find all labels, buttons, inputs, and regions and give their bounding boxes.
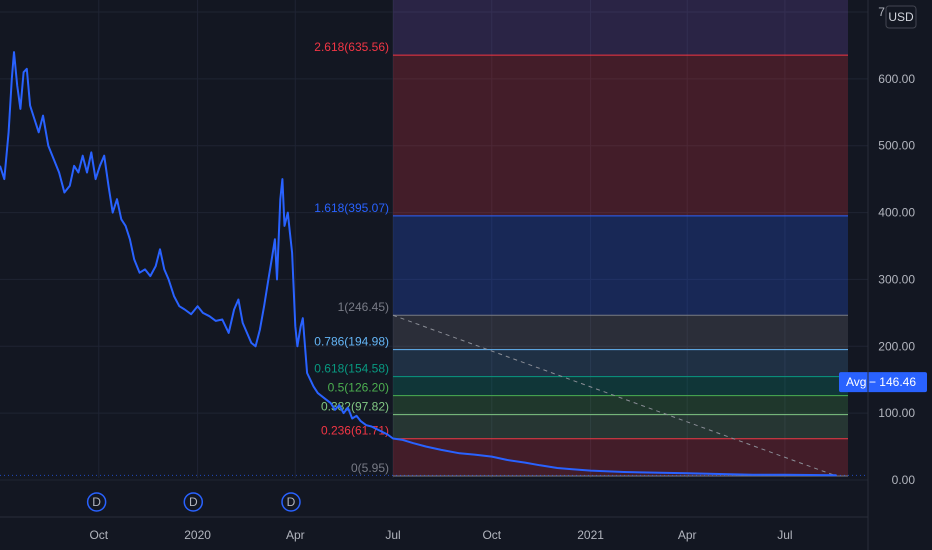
x-tick-label: Jul xyxy=(385,528,400,542)
fib-zone-1 xyxy=(393,315,848,350)
y-tick-label: 100.00 xyxy=(878,406,915,420)
y-tick-label: 600.00 xyxy=(878,72,915,86)
fib-label-0.786: 0.786(194.98) xyxy=(314,335,389,349)
fib-zone-0.618 xyxy=(393,376,848,396)
dividend-marker-label: D xyxy=(287,495,296,509)
grid xyxy=(0,0,868,481)
dividend-marker[interactable] xyxy=(86,492,107,512)
fib-label-2.618: 2.618(635.56) xyxy=(314,40,389,54)
fib-zone-2.618 xyxy=(393,55,848,216)
fib-trend-line xyxy=(392,314,837,477)
x-tick-label: Oct xyxy=(482,528,501,542)
fib-label-1.618: 1.618(395.07) xyxy=(314,201,389,215)
fib-fills xyxy=(393,0,848,477)
dividend-marker-label: D xyxy=(92,495,101,509)
fib-lines xyxy=(393,54,848,477)
fib-zone-0.5 xyxy=(393,395,848,415)
x-tick-label: Apr xyxy=(286,528,305,542)
x-tick-label: 2021 xyxy=(577,528,604,542)
y-tick-label: 500.00 xyxy=(878,139,915,153)
avg-label: Avg xyxy=(846,375,866,389)
fib-label-0.382: 0.382(97.82) xyxy=(321,400,389,414)
fib-labels: 2.618(635.56) 1.618(395.07) 1(246.45) 0.786… xyxy=(314,40,389,475)
dividend-marker-label: D xyxy=(189,495,198,509)
fib-zone-0.382 xyxy=(393,414,848,439)
y-tick-label: 0.00 xyxy=(892,473,916,487)
dividend-marker[interactable] xyxy=(183,492,204,512)
fib-label-0.618: 0.618(154.58) xyxy=(314,362,389,376)
avg-value: − 146.46 xyxy=(869,375,916,389)
y-tick-label: 400.00 xyxy=(878,206,915,220)
fib-label-1: 1(246.45) xyxy=(338,300,389,314)
fib-zone-top xyxy=(393,0,848,56)
x-tick-label: Jul xyxy=(777,528,792,542)
fib-zone-1.618 xyxy=(393,215,848,316)
x-tick-label: Apr xyxy=(678,528,697,542)
price-series-line xyxy=(0,51,837,477)
y-tick-label: 300.00 xyxy=(878,272,915,286)
fib-zone-0.786 xyxy=(393,349,848,377)
trend-dashed-line xyxy=(392,314,837,477)
dividend-marker[interactable] xyxy=(281,492,301,512)
avg-line: Avg − 146.46 xyxy=(839,372,927,393)
fib-zone-0.236 xyxy=(393,438,848,477)
x-tick-label: 2020 xyxy=(184,528,211,542)
x-tick-label: Oct xyxy=(89,528,108,542)
fib-label-0.5: 0.5(126.20) xyxy=(328,381,389,395)
y-tick-label: 200.00 xyxy=(878,339,915,353)
fib-label-0: 0(5.95) xyxy=(351,461,389,475)
series xyxy=(0,51,868,477)
avg-badge xyxy=(839,372,927,393)
currency-label: USD xyxy=(888,10,914,24)
badges: USD xyxy=(885,5,917,29)
currency-badge[interactable] xyxy=(885,5,917,29)
